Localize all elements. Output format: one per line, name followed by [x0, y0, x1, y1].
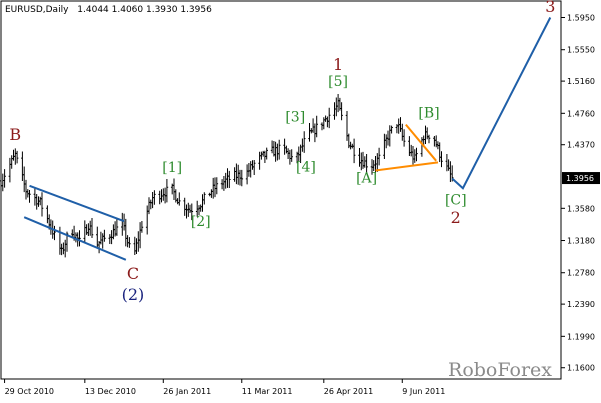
wave-label: 3 — [545, 0, 555, 16]
date-tick-label: 11 Mar 2011 — [242, 387, 293, 396]
ohlc-bar — [15, 150, 19, 164]
ohlc-bar — [315, 115, 318, 138]
forecast-line — [451, 17, 552, 190]
wave-labels: B C (2) [1] [2] [3] [4] 1[5] [A] [B] [C]2 3 — [9, 0, 555, 304]
ohlc-bar — [228, 170, 231, 188]
ohlc-bar — [190, 203, 194, 221]
ohlc-bar — [90, 218, 94, 238]
ohlc-bar — [165, 179, 169, 203]
wave-label: C — [127, 264, 139, 283]
channel-line — [29, 184, 125, 223]
ohlc-bar — [128, 237, 131, 248]
ohlc-bar — [265, 147, 268, 160]
price-tick-label: 1.1990 — [567, 332, 595, 341]
wave-label: [4] — [296, 159, 316, 175]
wave-label: [B] — [418, 105, 439, 121]
ohlc-bar — [140, 221, 144, 233]
ohlc-bar — [390, 125, 393, 134]
price-axis: 1.5950 1.5550 1.5160 1.4760 1.4370 1.3580 1.31… — [561, 14, 600, 373]
date-tick-label: 29 Oct 2010 — [5, 387, 54, 396]
symbol-label: EURUSD,Daily — [5, 5, 69, 15]
ohlc-bar — [277, 139, 281, 160]
wave-label: 2 — [451, 208, 461, 227]
ohlc-bar — [427, 134, 431, 144]
ohlc-bar — [415, 147, 418, 162]
ohlc-bar — [240, 169, 244, 187]
wave-label: 1 — [333, 55, 343, 74]
wave-label: [A] — [356, 171, 377, 187]
ohlc-bar — [3, 169, 6, 188]
ohlc-bar — [78, 230, 81, 247]
price-tick-label: 1.2780 — [567, 269, 595, 278]
ohlc-bar — [53, 225, 56, 241]
ohlc-readout: 1.4044 1.4060 1.3930 1.3956 — [77, 5, 212, 15]
ohlc-bar — [440, 151, 443, 168]
ohlc-bar — [402, 129, 406, 147]
ohlc-bar — [327, 107, 331, 129]
price-tick-label: 1.4370 — [567, 141, 595, 150]
ohlc-bar — [103, 229, 106, 242]
ohlc-bar — [377, 147, 381, 166]
current-price-label: 1.3956 — [566, 174, 594, 183]
ohlc-bar — [40, 192, 44, 217]
price-tick-label: 1.5550 — [567, 46, 595, 55]
ohlc-bar — [340, 102, 343, 121]
ohlc-bar — [178, 192, 181, 206]
triangle-lines — [375, 123, 439, 172]
price-tick-label: 1.1600 — [567, 364, 595, 373]
price-tick-label: 1.3180 — [567, 237, 595, 246]
chart-title: EURUSD,Daily 1.4044 1.4060 1.3930 1.3956 — [5, 5, 212, 15]
date-axis: 29 Oct 2010 13 Dec 2010 26 Jan 2011 11 Mar … — [4, 379, 445, 396]
channel-line — [23, 216, 127, 261]
ohlc-bar — [28, 190, 31, 203]
wave-label: [C] — [445, 192, 467, 208]
price-tick-label: 1.4760 — [567, 109, 595, 118]
price-tick-label: 1.5160 — [567, 77, 595, 86]
ohlc-bar — [203, 192, 206, 205]
wave-label: [5] — [328, 74, 348, 90]
price-tick-label: 1.5950 — [567, 14, 595, 23]
roboforex-watermark: RoboForex — [448, 359, 552, 381]
triangle-line — [375, 161, 439, 172]
wave-label: [1] — [162, 160, 182, 176]
triangle-line — [405, 123, 437, 162]
date-tick-label: 26 Apr 2011 — [324, 387, 373, 396]
ohlc-bar — [352, 138, 356, 164]
price-tick-label: 1.2390 — [567, 300, 595, 309]
plot-area — [0, 0, 562, 380]
ohlc-bar — [290, 149, 293, 162]
ohlc-bar — [252, 160, 256, 175]
ohlc-bar — [215, 177, 219, 195]
date-tick-label: 26 Jan 2011 — [163, 387, 211, 396]
date-tick-label: 13 Dec 2010 — [85, 387, 136, 396]
ohlc-bar — [302, 131, 306, 153]
current-price-box — [562, 172, 600, 185]
price-tick-label: 1.3580 — [567, 204, 595, 213]
channel-lines — [23, 184, 127, 261]
wave-label: B — [9, 125, 21, 144]
wave-label: [3] — [285, 109, 305, 125]
ohlc-bar — [153, 190, 156, 205]
date-tick-label: 9 Jun 2011 — [402, 387, 445, 396]
forecast-path — [451, 17, 552, 190]
wave-label: (2) — [122, 285, 145, 304]
ohlc-bar — [115, 218, 119, 236]
wave-label: [2] — [191, 214, 211, 230]
ohlc-bar — [365, 154, 368, 174]
